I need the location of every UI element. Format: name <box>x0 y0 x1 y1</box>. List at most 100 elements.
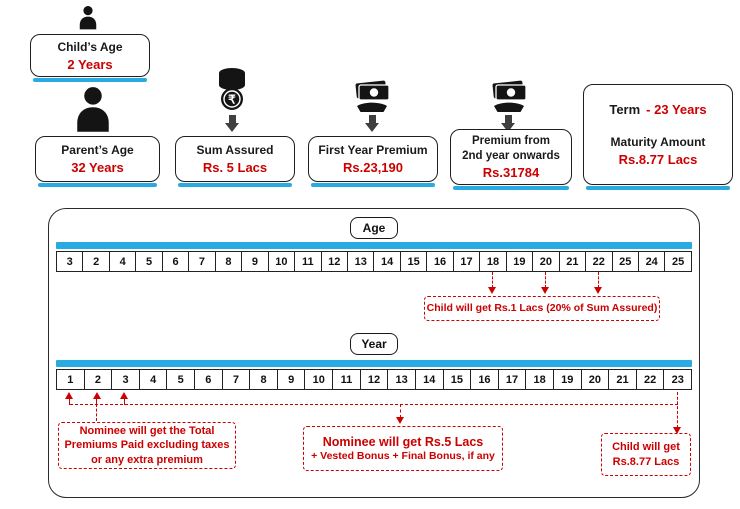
sum-assured-box: Sum Assured Rs. 5 Lacs <box>175 136 295 187</box>
first-year-premium-box: First Year Premium Rs.23,190 <box>308 136 438 187</box>
year-cell: 23 <box>671 373 684 386</box>
age-payout-text: Child will get Rs.1 Lacs (20% of Sum Ass… <box>426 301 658 314</box>
year-cell: 11 <box>333 370 361 389</box>
term-value: - 23 Years <box>646 102 707 118</box>
nominee-sum-note: Nominee will get Rs.5 Lacs + Vested Bonu… <box>303 426 503 471</box>
age-cell: 25 <box>672 255 685 268</box>
child-age-box: Child’s Age 2 Years <box>30 34 150 82</box>
year-cell: 16 <box>471 370 499 389</box>
center-note-dashed-line <box>400 404 401 418</box>
child-person-icon <box>79 6 97 30</box>
age-cell: 2 <box>83 252 110 271</box>
year-cell: 18 <box>526 370 554 389</box>
sum-assured-value: Rs. 5 Lacs <box>202 160 268 175</box>
year-cell: 12 <box>361 370 389 389</box>
year2-arrowhead-icon <box>93 392 101 399</box>
age-cell: 7 <box>189 252 216 271</box>
age18-arrowhead-icon <box>488 287 496 294</box>
age-cell: 16 <box>427 252 454 271</box>
maturity-dashed-line <box>677 392 678 428</box>
child-age-label: Child’s Age <box>57 39 123 54</box>
nominee-sum-line1: Nominee will get Rs.5 Lacs <box>322 434 484 449</box>
age-payout-note: Child will get Rs.1 Lacs (20% of Sum Ass… <box>424 296 660 321</box>
down-arrow-icon <box>365 115 380 132</box>
year-cell: 14 <box>416 370 444 389</box>
year-cell: 1 <box>57 370 85 389</box>
age22-arrowhead-icon <box>594 287 602 294</box>
age-cell: 17 <box>454 252 481 271</box>
maturity-note-line2: Rs.8.77 Lacs <box>612 455 680 468</box>
year-cell: 8 <box>250 370 278 389</box>
year-cell: 19 <box>554 370 582 389</box>
age-cell: 3 <box>57 252 84 271</box>
year2-dashed-line <box>96 399 97 405</box>
left-note-dashed-line <box>96 404 97 421</box>
year-cell: 9 <box>278 370 306 389</box>
year-cell: 7 <box>223 370 251 389</box>
nominee-premiums-line2: Premiums Paid excluding taxes <box>64 439 230 452</box>
nominee-premiums-line1: Nominee will get the Total <box>79 425 215 438</box>
sum-assured-label: Sum Assured <box>196 143 274 157</box>
age-cell: 11 <box>295 252 322 271</box>
term-line: Term - 23 Years <box>609 102 706 118</box>
year-cell: 10 <box>305 370 334 389</box>
age-cell: 21 <box>560 252 587 271</box>
age-cell: 10 <box>269 252 296 271</box>
cash-in-hand-icon <box>355 80 390 112</box>
year-cell: 20 <box>582 370 610 389</box>
age-cell: 18 <box>480 252 507 271</box>
rupee-coins-icon: ₹ <box>219 68 245 110</box>
age-cell: 15 <box>401 252 428 271</box>
age-cell: 6 <box>163 252 190 271</box>
maturity-note: Child will get Rs.8.77 Lacs <box>601 433 691 476</box>
age-cell: 20 <box>533 252 560 271</box>
age-cell: 13 <box>348 252 375 271</box>
down-arrow-icon <box>501 115 516 132</box>
nominee-sum-line2: + Vested Bonus + Final Bonus, if any <box>311 449 495 462</box>
age-timeline: 3 2 4 5 6 7 8 9 10 11 12 13 14 15 16 17 18 19 20 21 22 25 24 25 <box>56 242 692 272</box>
year-cell: 17 <box>499 370 527 389</box>
parent-age-value: 32 Years <box>71 160 124 175</box>
parent-age-label: Parent’s Age <box>61 143 134 157</box>
age-cell: 12 <box>322 252 348 271</box>
premium-onwards-label-line1: Premium from <box>472 135 550 148</box>
age-cell: 5 <box>136 252 163 271</box>
center-note-arrowhead-icon <box>396 417 404 424</box>
age-cell: 22 <box>586 252 613 271</box>
year-cell: 3 <box>112 370 140 389</box>
nominee-premiums-note: Nominee will get the Total Premiums Paid… <box>58 422 236 469</box>
term-label: Term <box>609 102 641 118</box>
year3-arrowhead-icon <box>120 392 128 399</box>
age-cell: 19 <box>507 252 534 271</box>
child-age-value: 2 Years <box>67 56 113 72</box>
premium-onwards-value: Rs.31784 <box>482 164 540 180</box>
down-arrow-icon <box>225 115 240 132</box>
first-year-premium-value: Rs.23,190 <box>343 160 403 175</box>
age22-dashed-line <box>598 272 599 288</box>
year-cell: 21 <box>609 370 637 389</box>
term-maturity-box: Term - 23 Years Maturity Amount Rs.8.77 … <box>583 84 733 190</box>
maturity-note-line1: Child will get <box>612 441 680 454</box>
year-pill: Year <box>350 333 398 355</box>
age-cell: 9 <box>242 252 269 271</box>
year-cell: 22 <box>637 370 665 389</box>
age18-dashed-line <box>492 272 493 288</box>
age-pill: Age <box>350 217 398 239</box>
year-cell: 2 <box>85 370 113 389</box>
year-cell: 4 <box>140 370 168 389</box>
year-timeline-cells: 1 2 3 4 5 6 7 8 9 10 11 12 13 14 15 16 17 18 19 20 21 22 23 <box>56 369 692 390</box>
age-cell: 4 <box>110 252 137 271</box>
svg-text:₹: ₹ <box>228 93 236 107</box>
age-timeline-cells: 3 2 4 5 6 7 8 9 10 11 12 13 14 15 16 17 18 19 20 21 22 25 24 25 <box>56 251 692 272</box>
premium-onwards-label-line2: 2nd year onwards <box>462 149 560 162</box>
parent-age-box: Parent’s Age 32 Years <box>35 136 160 187</box>
nominee-premiums-line3: or any extra premium <box>91 453 203 466</box>
year3-dashed-line <box>124 399 125 405</box>
year-cell: 15 <box>444 370 472 389</box>
year1-dashed-line <box>69 399 70 405</box>
year-timeline: 1 2 3 4 5 6 7 8 9 10 11 12 13 14 15 16 17 18 19 20 21 22 23 <box>56 360 692 390</box>
age-cell: 8 <box>216 252 243 271</box>
first-year-premium-label: First Year Premium <box>318 143 428 157</box>
age-cell: 24 <box>639 252 666 271</box>
